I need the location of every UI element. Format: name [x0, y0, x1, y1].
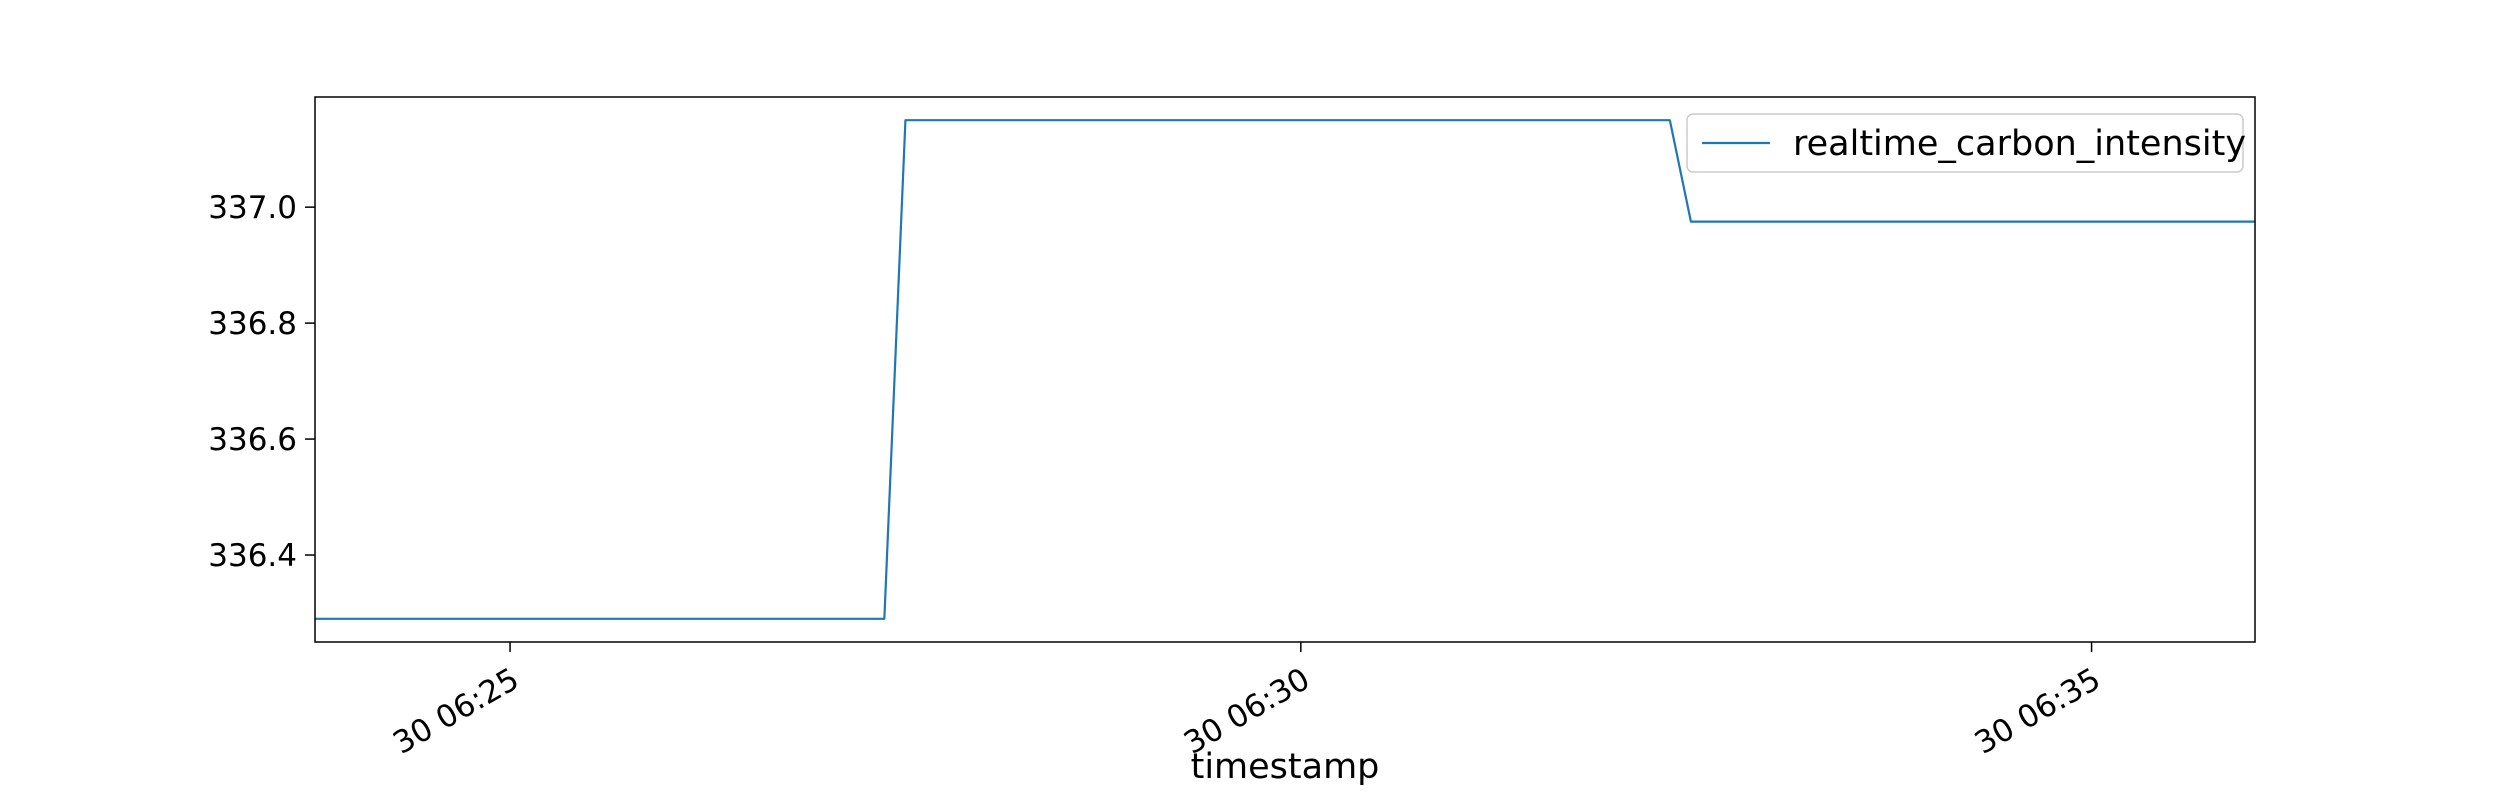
plot-area [315, 119, 2255, 620]
y-tick-label-1: 336.6 [208, 422, 297, 458]
y-tick-label-2: 336.8 [208, 306, 297, 342]
y-tick-label-0: 336.4 [208, 538, 297, 574]
legend-box [1686, 113, 2244, 173]
legend-label-0: realtime_carbon_intensity [1793, 124, 2246, 164]
y-tick-label-3: 337.0 [208, 190, 297, 226]
legend: realtime_carbon_intensity [1686, 113, 2246, 173]
x-axis-label: timestamp [1191, 747, 1380, 787]
series-line-0 [315, 119, 2255, 620]
y-axis: 336.4 336.6 336.8 337.0 [208, 190, 315, 574]
plot-frame [314, 96, 2256, 643]
